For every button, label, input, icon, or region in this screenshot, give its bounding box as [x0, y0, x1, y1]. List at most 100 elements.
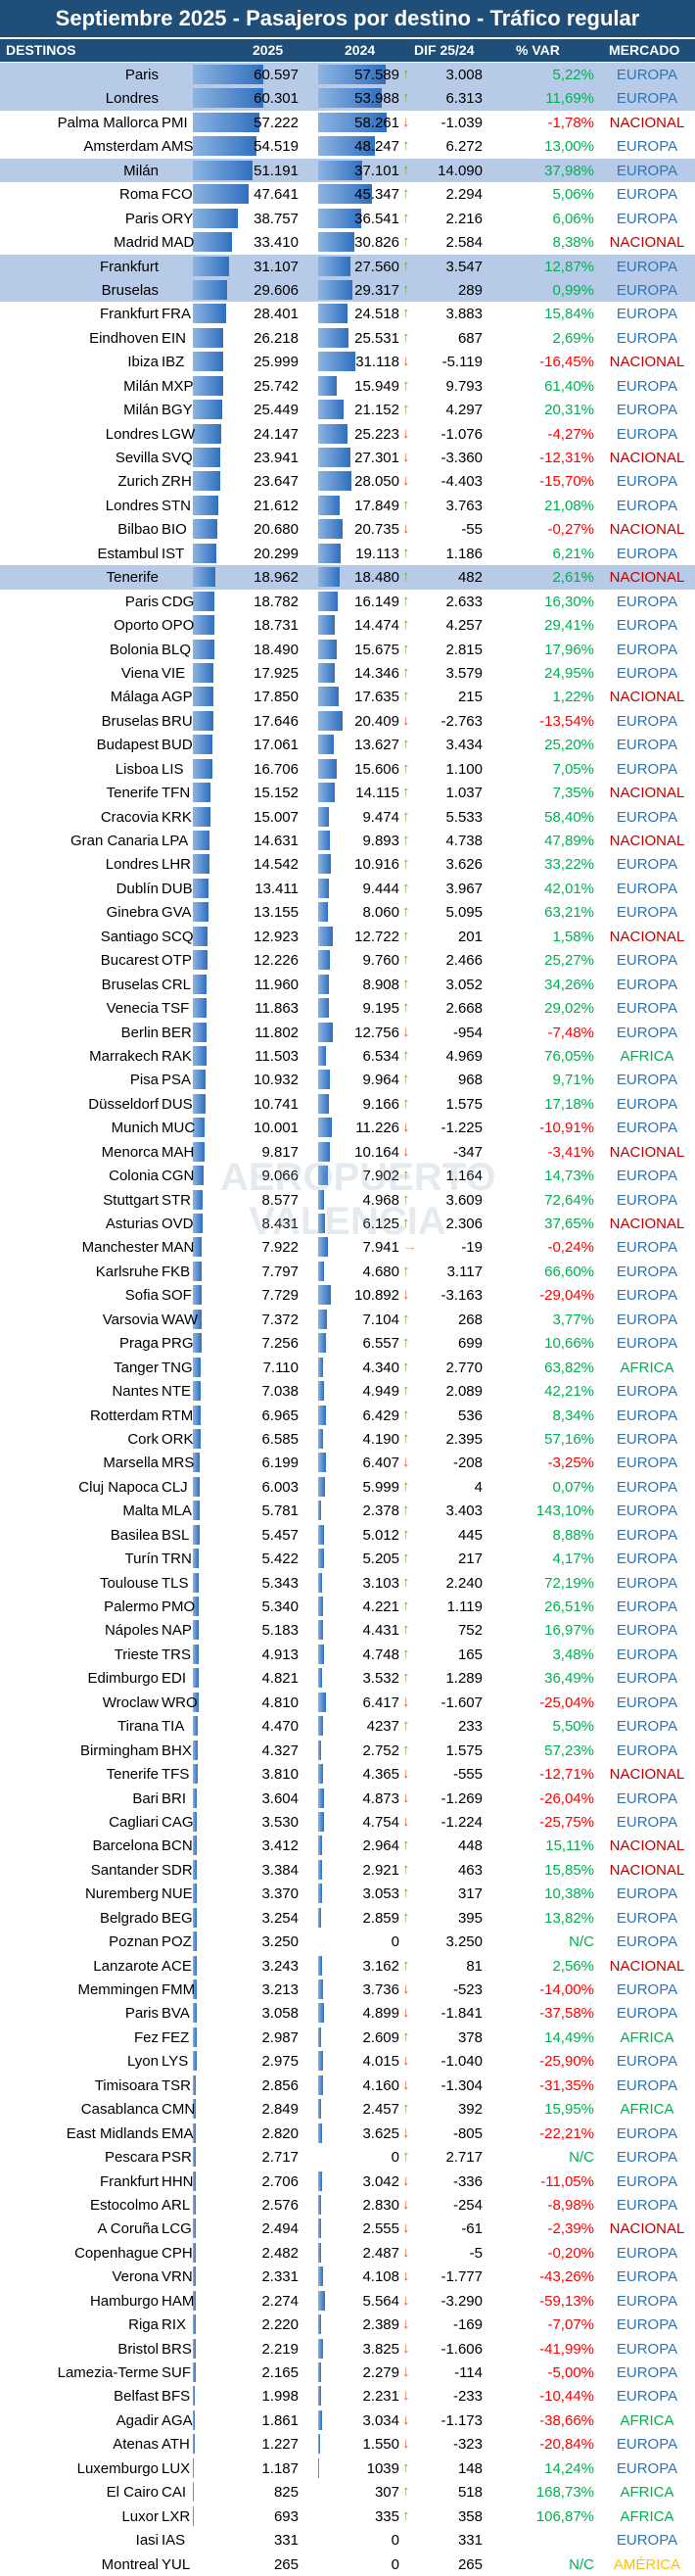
bar-2024	[318, 1310, 327, 1329]
value-2025: 23.647	[254, 473, 299, 490]
percent-change: -3,25%	[547, 1455, 594, 1471]
iata-code: BHX	[162, 1742, 192, 1759]
bar-2024	[318, 1214, 325, 1233]
market-label: EUROPA	[599, 1120, 695, 1136]
value-2024: 45.347	[354, 186, 399, 203]
percent-change: 42,01%	[544, 881, 594, 897]
bar-2024	[318, 1070, 330, 1089]
bar-2024	[318, 376, 337, 396]
value-2024: 9.964	[362, 1072, 399, 1088]
market-label: EUROPA	[599, 211, 695, 227]
destination-name: Basilea	[111, 1527, 159, 1544]
iata-code: CRL	[162, 977, 191, 993]
bar-2024	[318, 640, 337, 659]
destination-name: Paris	[125, 67, 159, 83]
destination-name: Menorca	[102, 1144, 159, 1161]
arrow-down-icon: ↓	[402, 2076, 410, 2093]
market-label: EUROPA	[599, 1622, 695, 1639]
percent-change: -0,20%	[547, 2245, 594, 2262]
bar-2025	[193, 2051, 197, 2071]
iata-code: CLJ	[162, 1479, 188, 1496]
arrow-down-icon: ↓	[402, 425, 410, 442]
percent-change: 25,20%	[544, 737, 594, 753]
market-label: EUROPA	[599, 904, 695, 921]
arrow-up-icon: ↑	[402, 545, 410, 561]
market-label: EUROPA	[599, 642, 695, 658]
bar-2024	[318, 1956, 322, 1976]
market-label: NACIONAL	[599, 1958, 695, 1975]
arrow-up-icon: ↑	[402, 808, 410, 825]
bar-2025	[193, 1716, 198, 1736]
bar-2024	[318, 1741, 321, 1760]
value-2024: 2.830	[362, 2197, 399, 2214]
value-2025: 825	[274, 2484, 299, 2501]
arrow-up-icon: ↑	[402, 2483, 410, 2500]
difference-value: 3.609	[445, 1192, 483, 1209]
arrow-down-icon: ↓	[402, 1143, 410, 1160]
arrow-up-icon: ↑	[402, 329, 410, 346]
percent-change: 47,89%	[544, 833, 594, 849]
destination-name: Bruselas	[102, 713, 159, 730]
market-label: EUROPA	[599, 186, 695, 203]
arrow-up-icon: ↑	[402, 1526, 410, 1543]
percent-change: -5,00%	[547, 2364, 594, 2381]
bar-2025	[193, 998, 207, 1018]
market-label: EUROPA	[599, 1383, 695, 1400]
difference-value: -114	[454, 2364, 483, 2381]
market-label: NACIONAL	[599, 929, 695, 945]
destination-name: Poznan	[109, 1933, 159, 1950]
value-2025: 6.585	[261, 1431, 299, 1448]
value-2025: 11.503	[255, 1048, 299, 1065]
bar-2024	[318, 1118, 332, 1137]
percent-change: -22,21%	[539, 2125, 594, 2142]
arrow-up-icon: ↑	[402, 233, 410, 250]
iata-code: TSR	[162, 2077, 191, 2094]
destination-name: Roma	[119, 186, 159, 203]
bar-2024	[318, 1764, 323, 1784]
difference-value: 4.969	[445, 1048, 483, 1065]
iata-code: GVA	[162, 904, 192, 921]
percent-change: 0,07%	[552, 1479, 594, 1496]
iata-code: LIS	[162, 761, 184, 778]
bar-2024	[318, 1166, 328, 1185]
percent-change: 37,98%	[544, 163, 594, 179]
iata-code: IBZ	[162, 354, 184, 370]
market-label: EUROPA	[599, 1096, 695, 1113]
bar-2025	[193, 567, 215, 587]
destination-name: Nápoles	[105, 1622, 159, 1639]
arrow-up-icon: ↑	[402, 1598, 410, 1614]
iata-code: STR	[162, 1192, 191, 1209]
value-2024: 3.736	[362, 1981, 399, 1998]
difference-value: 289	[458, 282, 483, 299]
percent-change: 8,38%	[552, 234, 594, 251]
value-2024: 2.921	[362, 1862, 399, 1879]
difference-value: 2.240	[445, 1575, 483, 1592]
table-header: DESTINOS 2025 2024 DIF 25/24 % VAR MERCA…	[0, 39, 695, 62]
value-2025: 1.227	[261, 2436, 299, 2453]
iata-code: NTE	[162, 1383, 191, 1400]
iata-code: MXP	[162, 378, 194, 395]
bar-2024	[318, 807, 329, 827]
value-2024: 13.627	[354, 737, 399, 753]
arrow-down-icon: ↓	[402, 2124, 410, 2141]
percent-change: -8,98%	[547, 2197, 594, 2214]
percent-change: -15,70%	[539, 473, 594, 490]
value-2024: 20.735	[354, 521, 399, 538]
destination-name: Londres	[106, 90, 159, 107]
market-label: NACIONAL	[599, 115, 695, 131]
bar-2024	[318, 1190, 324, 1210]
market-label: EUROPA	[599, 67, 695, 83]
iata-code: PMI	[162, 115, 188, 131]
iata-code: FRA	[162, 306, 191, 322]
percent-change: -16,45%	[539, 354, 594, 370]
percent-change: 2,69%	[552, 330, 594, 347]
percent-change: 8,88%	[552, 1527, 594, 1544]
